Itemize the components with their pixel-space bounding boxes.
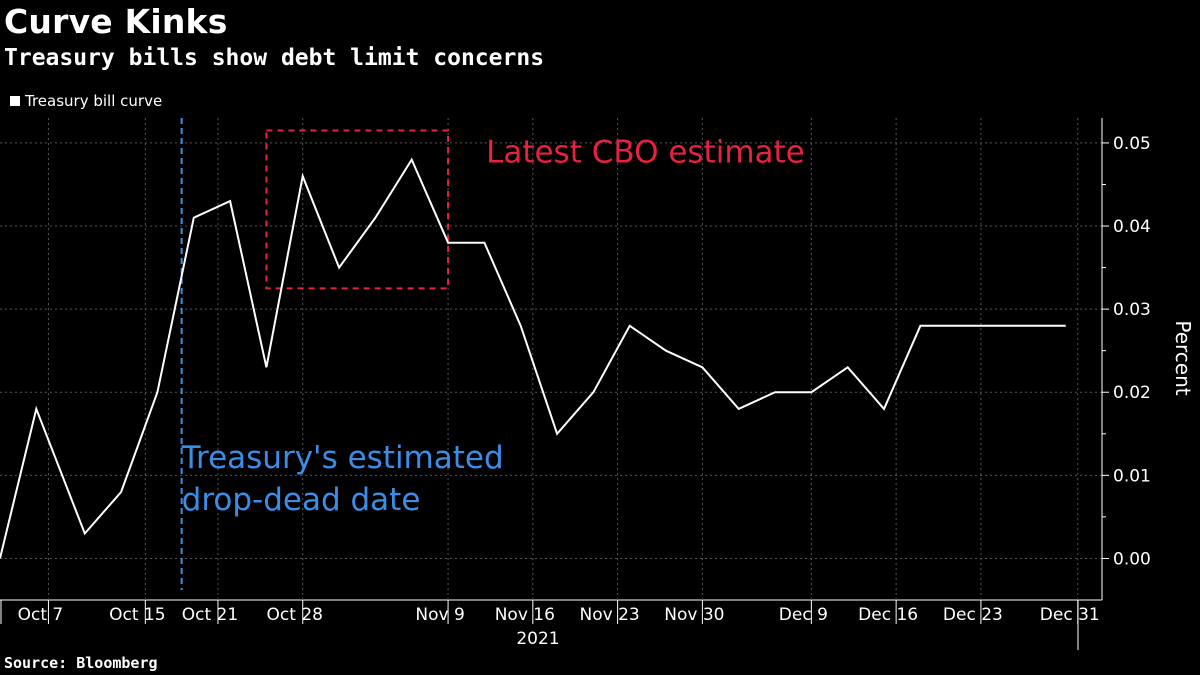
legend-label: Treasury bill curve — [25, 92, 163, 110]
legend-swatch — [10, 96, 20, 106]
source-note: Source: Bloomberg — [4, 654, 158, 672]
x-tick-label: Dec 9 — [779, 605, 828, 625]
y-axis-label: Percent — [1171, 320, 1195, 395]
y-tick-label: 0.05 — [1113, 134, 1151, 154]
cbo-estimate-label: Latest CBO estimate — [486, 134, 805, 170]
x-tick-label: Oct 7 — [18, 605, 64, 625]
cbo-estimate-box — [265, 129, 450, 290]
y-tick-label: 0.01 — [1113, 466, 1151, 486]
x-tick-label: Oct 15 — [109, 605, 165, 625]
x-tick-label: Dec 23 — [943, 605, 1003, 625]
y-tick-label: 0.03 — [1113, 300, 1151, 320]
x-tick-label: Dec 16 — [858, 605, 918, 625]
series-line — [0, 157, 1066, 559]
x-year-label: 2021 — [516, 629, 559, 649]
x-tick-label: Nov 9 — [415, 605, 464, 625]
legend: Treasury bill curve — [10, 92, 162, 110]
chart-title: Curve Kinks — [4, 2, 228, 41]
x-tick-label: Nov 30 — [664, 605, 724, 625]
y-tick-label: 0.04 — [1113, 217, 1151, 237]
x-tick-label: Oct 28 — [267, 605, 323, 625]
drop-dead-date-label: drop-dead date — [182, 482, 421, 518]
x-tick-label: Dec 31 — [1040, 605, 1100, 625]
x-tick-label: Oct 21 — [182, 605, 238, 625]
x-tick-label: Nov 23 — [579, 605, 639, 625]
x-tick-label: Nov 16 — [495, 605, 555, 625]
drop-dead-date-label: Treasury's estimated — [181, 440, 504, 476]
y-tick-label: 0.02 — [1113, 383, 1151, 403]
chart-subtitle: Treasury bills show debt limit concerns — [4, 45, 545, 71]
y-tick-label: 0.00 — [1113, 549, 1151, 569]
